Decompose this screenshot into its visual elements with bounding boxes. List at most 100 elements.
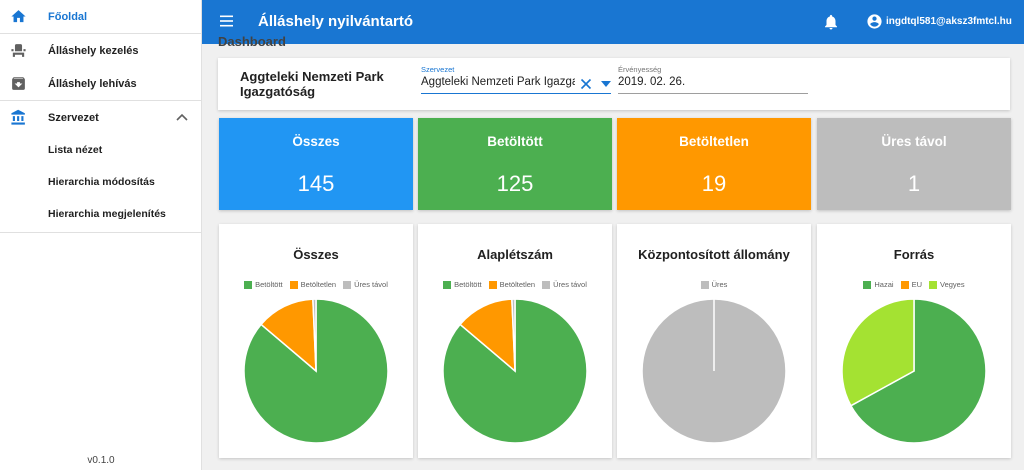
user-email[interactable]: ingdtql581@aksz3fmtcl.hu xyxy=(886,16,1012,27)
divider xyxy=(0,232,201,233)
stat-label: Üres távol xyxy=(881,134,947,149)
legend-swatch xyxy=(700,280,709,289)
sidebar-item-label: Álláshely lehívás xyxy=(48,77,137,90)
sidebar: Főoldal Álláshely kezelés Álláshely lehí… xyxy=(0,0,202,470)
sidebar-item-allashely-kezeles[interactable]: Álláshely kezelés xyxy=(0,34,201,67)
date-field-label: Érvényesség xyxy=(618,65,662,74)
stat-card-ures-tavol: Üres távol 1 xyxy=(817,118,1011,210)
pie-chart xyxy=(841,298,987,444)
legend-item[interactable]: Üres távol xyxy=(343,280,388,289)
legend-label: Vegyes xyxy=(940,280,965,289)
legend-swatch xyxy=(343,280,352,289)
legend-label: Üres távol xyxy=(354,280,388,289)
bell-icon[interactable] xyxy=(822,12,840,32)
chart-card-kozpontositott-allomany: Központosított állomány Üres xyxy=(617,224,811,458)
close-icon[interactable] xyxy=(580,78,592,90)
chart-title: Központosított állomány xyxy=(638,247,790,262)
legend-swatch xyxy=(542,280,551,289)
legend-item[interactable]: Vegyes xyxy=(929,280,965,289)
chart-legend: Hazai EU Vegyes xyxy=(817,280,1011,289)
pie-chart xyxy=(243,298,389,444)
legend-swatch xyxy=(900,280,909,289)
stat-value: 145 xyxy=(297,171,335,196)
legend-label: Betöltetlen xyxy=(300,280,337,289)
stat-value: 125 xyxy=(496,171,534,196)
legend-swatch xyxy=(863,280,872,289)
chart-legend: Betöltött Betöltetlen Üres távol xyxy=(219,280,413,289)
legend-item[interactable]: Üres xyxy=(700,280,728,289)
legend-swatch xyxy=(443,280,452,289)
filter-card: Aggteleki Nemzeti Park Igazgatóság Szerv… xyxy=(218,58,1010,110)
bank-icon xyxy=(11,109,25,125)
legend-label: EU xyxy=(911,280,922,289)
pie-slice[interactable] xyxy=(260,298,317,373)
chevron-up-icon[interactable] xyxy=(176,112,188,122)
sidebar-item-szervezet[interactable]: Szervezet xyxy=(0,101,201,134)
chart-title: Alaplétszám xyxy=(477,247,553,262)
download-box-icon xyxy=(12,77,25,90)
version-label: v0.1.0 xyxy=(87,455,115,466)
sidebar-item-label: Szervezet xyxy=(48,111,99,124)
legend-label: Üres xyxy=(711,280,728,289)
organization-name: Aggteleki Nemzeti Park Igazgatóság xyxy=(240,69,384,99)
stat-label: Betöltött xyxy=(487,134,543,149)
page-title: Dashboard xyxy=(218,34,286,49)
stat-label: Betöltetlen xyxy=(679,134,749,149)
stat-card-betoltott: Betöltött 125 xyxy=(418,118,612,210)
legend-item[interactable]: EU xyxy=(900,280,922,289)
legend-swatch xyxy=(289,280,298,289)
organization-field-label: Szervezet xyxy=(421,65,455,74)
legend-label: Betöltött xyxy=(255,280,283,289)
chart-legend: Betöltött Betöltetlen Üres távol xyxy=(418,280,612,289)
legend-item[interactable]: Üres távol xyxy=(542,280,587,289)
legend-label: Betöltött xyxy=(454,280,482,289)
chart-card-forras: Forrás Hazai EU Vegyes xyxy=(817,224,1011,458)
seat-icon xyxy=(11,44,26,57)
pie-chart xyxy=(442,298,588,444)
pie-slice[interactable] xyxy=(841,298,915,407)
sidebar-subitem-hierarchia-megjelenites[interactable]: Hierarchia megjelenítés xyxy=(48,208,166,220)
stat-card-betoltetlen: Betöltetlen 19 xyxy=(617,118,811,210)
legend-item[interactable]: Hazai xyxy=(863,280,894,289)
account-circle-icon[interactable] xyxy=(866,13,883,30)
organization-select-value[interactable]: Aggteleki Nemzeti Park Igazgatóság xyxy=(421,76,575,88)
pie-slice[interactable] xyxy=(849,298,987,444)
sidebar-item-label: Főoldal xyxy=(48,10,88,23)
sidebar-item-label: Álláshely kezelés xyxy=(48,44,139,57)
legend-item[interactable]: Betöltött xyxy=(443,280,482,289)
pie-slice[interactable] xyxy=(312,298,317,372)
stat-label: Összes xyxy=(292,134,340,149)
legend-label: Hazai xyxy=(874,280,894,289)
sidebar-item-fooldal[interactable]: Főoldal xyxy=(0,0,201,33)
legend-item[interactable]: Betöltetlen xyxy=(488,280,536,289)
legend-swatch xyxy=(244,280,253,289)
pie-slice[interactable] xyxy=(511,298,516,372)
chart-title: Összes xyxy=(293,247,339,262)
legend-swatch xyxy=(488,280,497,289)
legend-label: Betöltetlen xyxy=(499,280,536,289)
sidebar-subitem-hierarchia-modositas[interactable]: Hierarchia módosítás xyxy=(48,176,155,188)
legend-swatch xyxy=(929,280,937,289)
sidebar-subitem-lista-nezet[interactable]: Lista nézet xyxy=(48,144,103,156)
legend-item[interactable]: Betöltött xyxy=(244,280,283,289)
dropdown-arrow-icon[interactable] xyxy=(601,81,611,87)
menu-icon[interactable] xyxy=(219,14,235,28)
date-field[interactable]: 2019. 02. 26. xyxy=(618,75,808,94)
stat-value: 19 xyxy=(701,171,727,196)
date-field-value[interactable]: 2019. 02. 26. xyxy=(618,76,686,88)
divider xyxy=(0,100,201,101)
legend-item[interactable]: Betöltetlen xyxy=(289,280,337,289)
legend-label: Üres távol xyxy=(553,280,587,289)
divider xyxy=(0,33,201,34)
pie-slice[interactable] xyxy=(459,298,516,373)
sidebar-item-allashely-lehivas[interactable]: Álláshely lehívás xyxy=(0,67,201,100)
stat-value: 1 xyxy=(907,171,921,196)
app-title: Álláshely nyilvántartó xyxy=(258,13,414,30)
app-bar: Álláshely nyilvántartó ingdtql581@aksz3f… xyxy=(202,0,1024,44)
chart-legend: Üres xyxy=(617,280,811,289)
chart-card-osszes: Összes Betöltött Betöltetlen Üres távol xyxy=(219,224,413,458)
organization-select[interactable]: Aggteleki Nemzeti Park Igazgatóság xyxy=(421,75,611,94)
home-icon xyxy=(11,10,26,23)
pie-chart xyxy=(641,298,787,444)
stat-card-osszes: Összes 145 xyxy=(219,118,413,210)
